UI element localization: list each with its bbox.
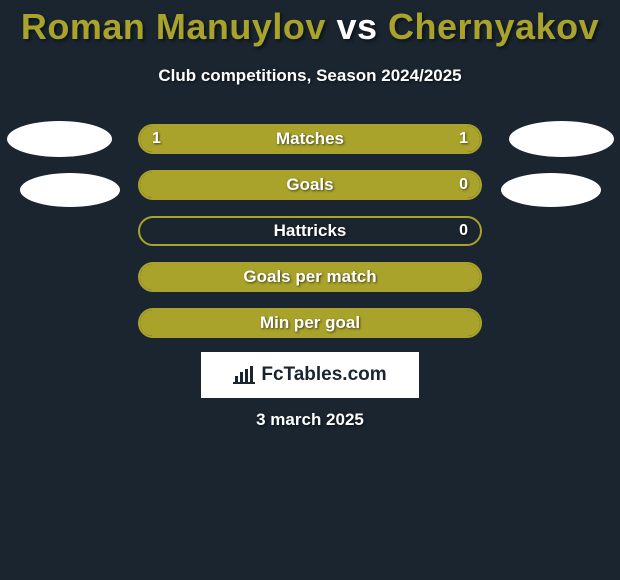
page-title: Roman Manuylov vs Chernyakov (0, 0, 620, 48)
stat-label: Matches (276, 129, 344, 149)
stat-value-left: 1 (152, 130, 161, 148)
stat-row-goals-per-match: Goals per match (138, 262, 482, 292)
stats-container: 1 Matches 1 Goals 0 Hattricks 0 Goals pe… (138, 124, 482, 354)
fctables-text: FcTables.com (261, 364, 386, 386)
stat-row-min-per-goal: Min per goal (138, 308, 482, 338)
stat-label: Min per goal (260, 313, 360, 333)
player2-avatar-top (509, 121, 614, 157)
stat-value-right: 1 (459, 130, 468, 148)
stat-row-goals: Goals 0 (138, 170, 482, 200)
stat-value-right: 0 (459, 222, 468, 240)
date-text: 3 march 2025 (0, 410, 620, 430)
player1-name: Roman Manuylov (21, 6, 326, 47)
subtitle: Club competitions, Season 2024/2025 (0, 66, 620, 86)
player1-avatar-top (7, 121, 112, 157)
stat-row-hattricks: Hattricks 0 (138, 216, 482, 246)
stat-label: Goals (286, 175, 333, 195)
barchart-icon (233, 366, 255, 384)
stat-label: Hattricks (274, 221, 347, 241)
player2-name: Chernyakov (388, 6, 599, 47)
stat-row-matches: 1 Matches 1 (138, 124, 482, 154)
fctables-badge[interactable]: FcTables.com (201, 352, 419, 398)
stat-label: Goals per match (243, 267, 376, 287)
vs-text: vs (336, 6, 377, 47)
stat-value-right: 0 (459, 176, 468, 194)
player1-avatar-bottom (20, 173, 120, 207)
player2-avatar-bottom (501, 173, 601, 207)
